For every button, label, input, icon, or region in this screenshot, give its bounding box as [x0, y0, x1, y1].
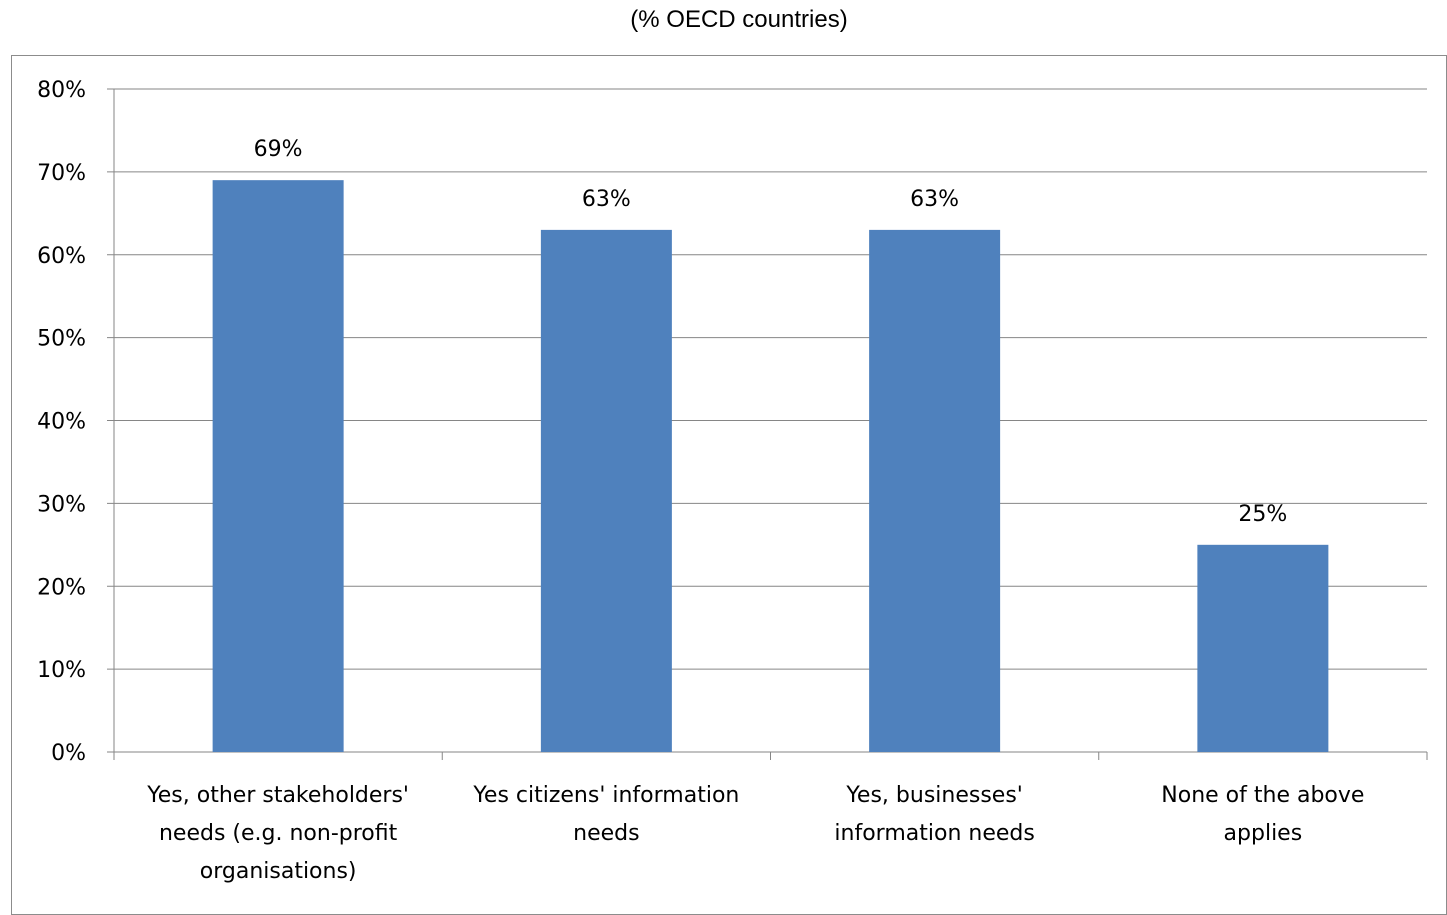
x-category-label: Yes citizens' information [472, 783, 739, 808]
y-tick-label: 30% [37, 492, 86, 517]
data-label: 63% [582, 187, 631, 212]
y-tick-label: 0% [51, 741, 86, 766]
y-tick-label: 80% [37, 78, 86, 103]
x-category-label: organisations) [200, 859, 357, 884]
x-category-label: needs (e.g. non-profit [159, 821, 398, 846]
y-tick-label: 20% [37, 575, 86, 600]
x-category-label: Yes, other stakeholders' [146, 783, 409, 808]
data-label: 25% [1238, 502, 1287, 527]
y-tick-label: 60% [37, 244, 86, 269]
data-label: 63% [910, 187, 959, 212]
x-category-label: information needs [834, 821, 1034, 846]
y-tick-label: 10% [37, 658, 86, 683]
data-label: 69% [254, 137, 303, 162]
x-category-label: needs [573, 821, 639, 846]
bar [1197, 544, 1329, 752]
y-tick-label: 40% [37, 410, 86, 435]
x-category-label: applies [1224, 821, 1303, 846]
x-category-label: None of the above [1161, 783, 1364, 808]
chart-subtitle: (% OECD countries) [630, 6, 848, 33]
y-tick-label: 70% [37, 161, 86, 186]
y-tick-label: 50% [37, 327, 86, 352]
bar [212, 180, 344, 753]
bar [540, 229, 672, 752]
bar [869, 229, 1001, 752]
x-category-label: Yes, businesses' [845, 783, 1022, 808]
